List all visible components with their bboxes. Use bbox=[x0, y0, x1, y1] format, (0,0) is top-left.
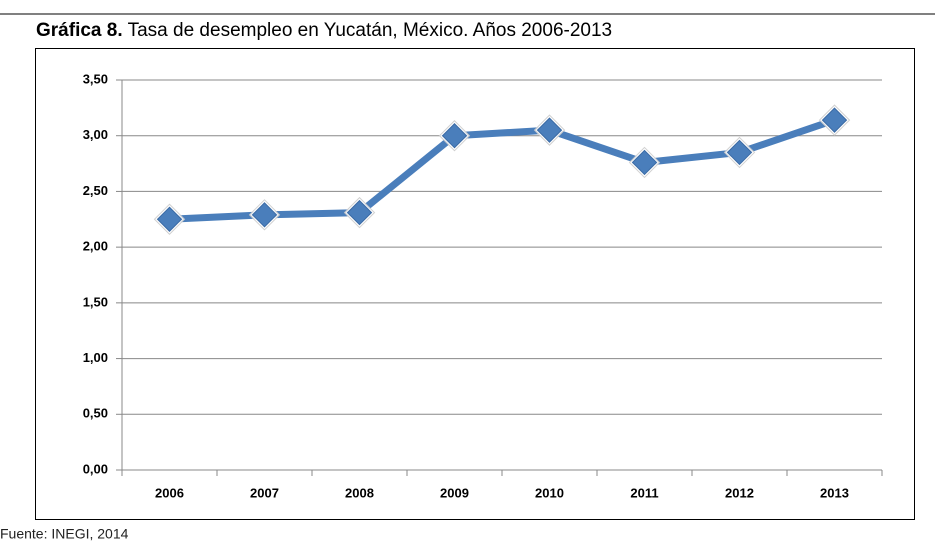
chart-frame bbox=[35, 48, 915, 520]
data-point bbox=[631, 149, 658, 176]
x-tick-label: 2009 bbox=[440, 485, 469, 500]
x-tick-label: 2013 bbox=[820, 485, 849, 500]
title-text: Tasa de desempleo en Yucatán, México. Añ… bbox=[128, 20, 613, 41]
x-tick-label: 2010 bbox=[535, 485, 564, 500]
y-tick-label: 3,50 bbox=[83, 71, 108, 86]
data-point bbox=[441, 123, 468, 149]
data-point bbox=[536, 117, 563, 143]
y-tick-label: 2,00 bbox=[83, 239, 108, 254]
data-point bbox=[156, 206, 183, 232]
x-tick-label: 2011 bbox=[630, 485, 658, 500]
data-point bbox=[251, 202, 278, 228]
y-tick-label: 1,00 bbox=[83, 350, 108, 365]
data-point bbox=[821, 107, 848, 133]
data-point bbox=[346, 199, 373, 226]
chart-title: Gráfica 8. Tasa de desempleo en Yucatán, … bbox=[36, 20, 612, 41]
y-tick-label: 0,50 bbox=[83, 406, 108, 421]
x-tick-label: 2006 bbox=[155, 485, 184, 500]
y-tick-label: 0,00 bbox=[83, 461, 108, 476]
y-tick-label: 2,50 bbox=[83, 183, 108, 198]
title-label: Gráfica 8. bbox=[36, 20, 123, 41]
data-point bbox=[726, 139, 753, 166]
y-tick-label: 1,50 bbox=[83, 294, 108, 309]
x-tick-label: 2008 bbox=[345, 485, 374, 500]
x-tick-label: 2007 bbox=[250, 485, 279, 500]
source-note: Fuente: INEGI, 2014 bbox=[0, 526, 129, 542]
x-tick-label: 2012 bbox=[725, 485, 754, 500]
y-tick-label: 3,00 bbox=[83, 127, 108, 142]
series-line bbox=[169, 116, 836, 223]
